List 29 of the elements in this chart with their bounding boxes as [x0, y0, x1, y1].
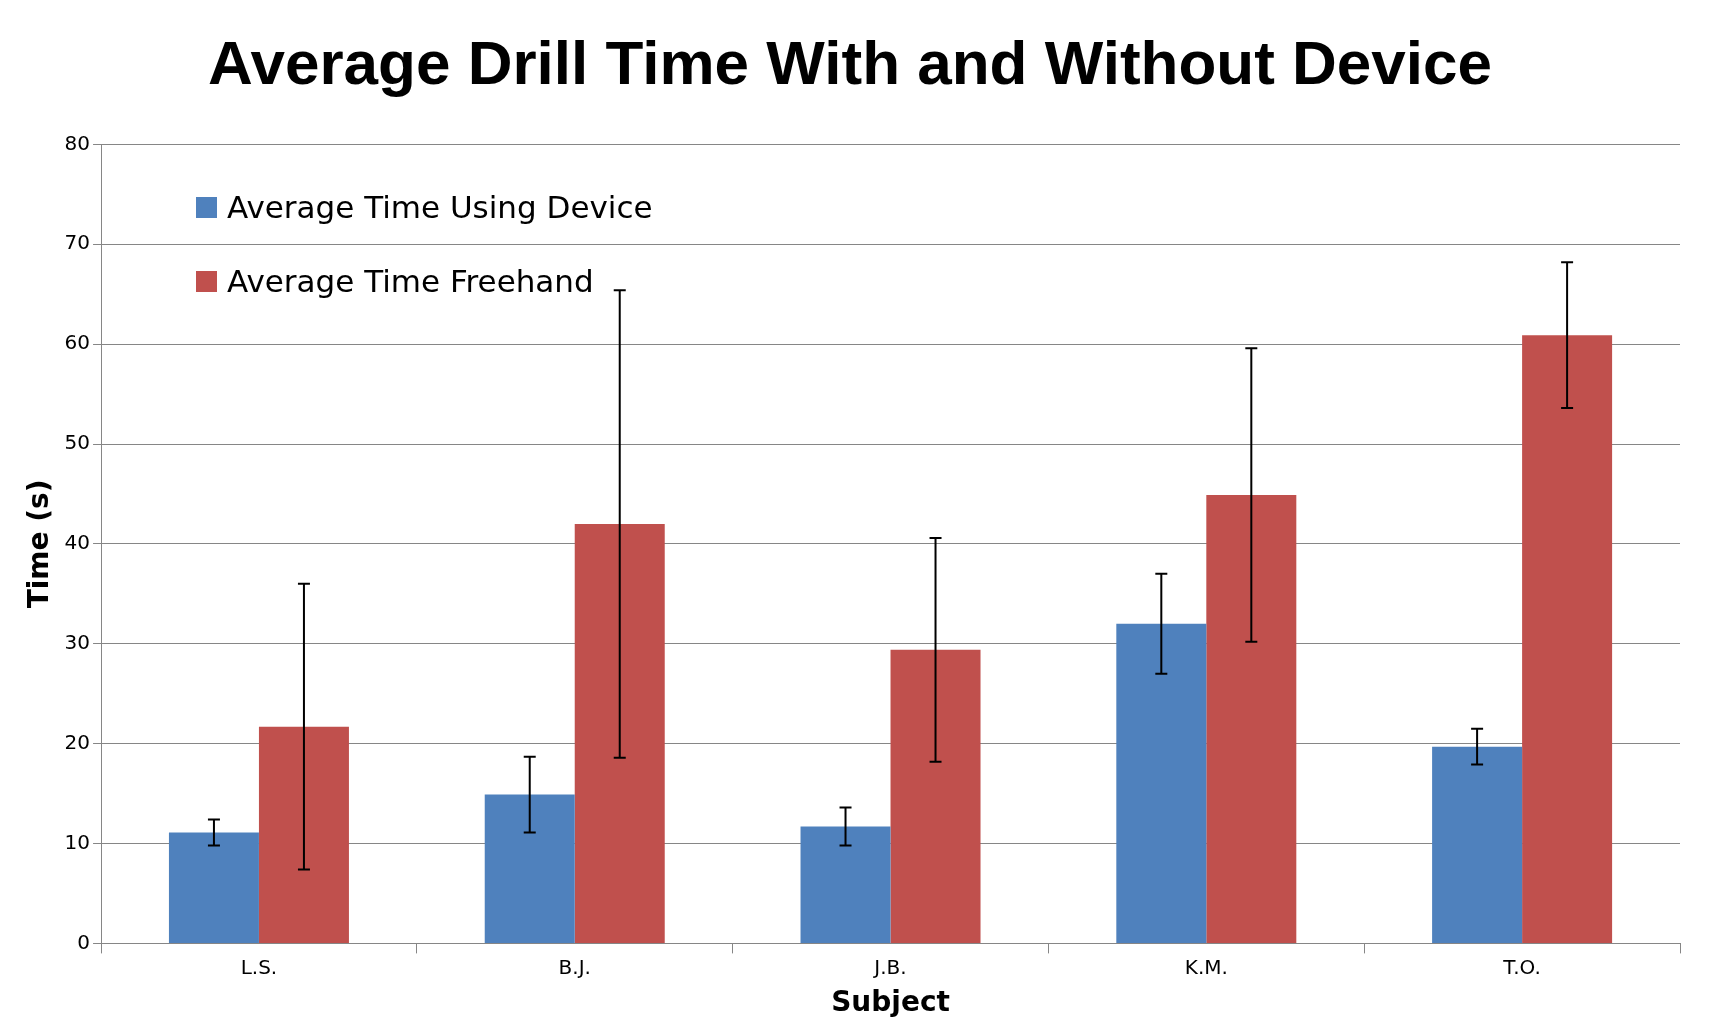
- x-axis-title: Subject: [831, 985, 950, 1019]
- bar: [1206, 494, 1297, 943]
- bar: [484, 794, 575, 943]
- x-tick-label: T.O.: [1502, 954, 1541, 979]
- bar: [574, 523, 665, 943]
- bar: [168, 832, 259, 943]
- bar: [1522, 335, 1613, 943]
- chart-title: Average Drill Time With and Without Device: [208, 28, 1492, 98]
- y-tick-label: 40: [64, 530, 91, 555]
- bar: [1432, 746, 1523, 943]
- bar: [258, 726, 349, 943]
- bar: [800, 826, 891, 943]
- x-tick-label: B.J.: [558, 954, 591, 979]
- y-tick-label: 20: [64, 729, 91, 754]
- y-tick-label: 80: [64, 130, 91, 155]
- x-tick-label: K.M.: [1184, 954, 1228, 979]
- y-tick-label: 0: [77, 929, 91, 954]
- bar: [890, 649, 981, 943]
- legend-label: Average Time Using Device: [227, 189, 653, 226]
- x-tick-label: J.B.: [872, 954, 907, 979]
- x-tick-label: L.S.: [240, 954, 278, 979]
- y-tick-label: 50: [64, 430, 91, 455]
- bar: [1116, 623, 1207, 943]
- y-tick-label: 30: [64, 629, 91, 654]
- y-tick-label: 10: [64, 829, 91, 854]
- y-axis-title: Time (s): [22, 479, 56, 609]
- legend-label: Average Time Freehand: [227, 263, 594, 300]
- y-tick-label: 70: [64, 230, 91, 255]
- y-tick-label: 60: [64, 330, 91, 355]
